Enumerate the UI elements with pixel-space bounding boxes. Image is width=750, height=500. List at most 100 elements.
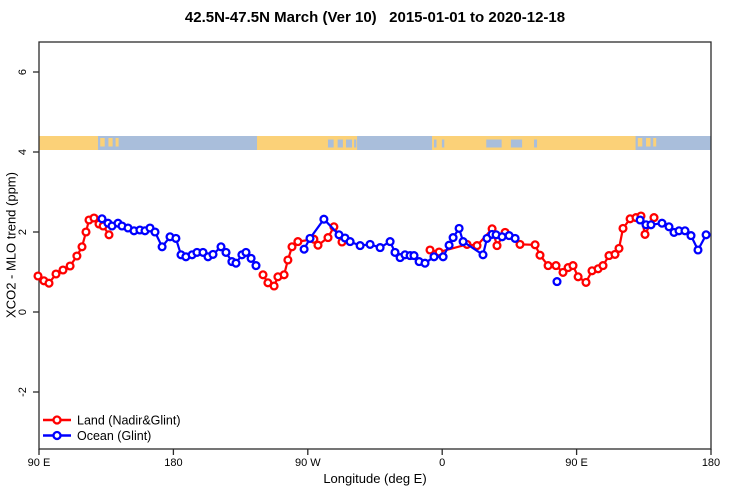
data-point [269, 281, 279, 291]
data-point [345, 237, 355, 247]
data-point [444, 240, 454, 250]
data-point [530, 240, 540, 250]
data-point [454, 223, 464, 233]
data-point [81, 227, 91, 237]
data-point [492, 241, 502, 251]
island-land-patch [100, 138, 105, 147]
data-point [65, 261, 75, 271]
data-series [33, 211, 711, 291]
data-point [558, 267, 568, 277]
y-tick-label: 6 [17, 69, 29, 75]
x-tick-label: 90 W [295, 457, 321, 469]
island-land-patch [646, 138, 651, 147]
latitude-map-strip [39, 136, 711, 150]
data-point [251, 261, 261, 271]
legend-ocean-marker [52, 430, 62, 441]
data-point [283, 255, 293, 265]
data-point [693, 245, 703, 255]
data-point [390, 247, 400, 257]
x-tick-label: 0 [439, 457, 445, 469]
inland-water-patch [486, 139, 502, 148]
y-tick-label: -2 [17, 387, 29, 397]
land-band [432, 136, 636, 150]
axes: 90 E 180 90 W 0 90 E 180 -2 0 2 4 6 [17, 69, 720, 469]
data-point [497, 232, 507, 242]
data-point [305, 233, 315, 243]
data-point [246, 253, 256, 263]
data-point [216, 242, 226, 252]
data-point [657, 218, 667, 228]
data-point [618, 223, 628, 233]
data-point [51, 269, 61, 279]
data-point [551, 261, 561, 271]
data-point [598, 261, 608, 271]
legend-land-label: Land (Nadir&Glint) [77, 414, 181, 428]
data-point [58, 265, 68, 275]
x-tick-label: 180 [702, 457, 720, 469]
island-land-patch [637, 138, 643, 147]
data-point [640, 229, 650, 239]
data-point [664, 222, 674, 232]
data-point [701, 230, 711, 240]
inland-water-patch [510, 139, 523, 148]
data-point [104, 230, 114, 240]
legend: Land (Nadir&Glint) Ocean (Glint) [43, 414, 181, 443]
data-point [355, 241, 365, 251]
data-point [231, 258, 241, 268]
data-point [478, 250, 488, 260]
data-point [646, 220, 656, 230]
data-point [89, 213, 99, 223]
data-point [365, 239, 375, 249]
legend-item-ocean: Ocean (Glint) [43, 429, 151, 443]
land-band [39, 136, 98, 150]
legend-land-marker [52, 415, 62, 425]
inland-water-patch [327, 139, 334, 148]
data-point [313, 240, 323, 250]
inland-water-patch [337, 139, 343, 148]
data-point [241, 247, 251, 257]
data-point [258, 270, 268, 280]
inland-water-patch [441, 139, 445, 148]
data-point [323, 233, 333, 243]
data-point [573, 272, 583, 282]
data-point [686, 231, 696, 241]
data-point [448, 233, 458, 243]
data-point [581, 277, 591, 287]
data-point [425, 245, 435, 255]
inland-water-patch [346, 139, 353, 148]
island-land-patch [115, 138, 119, 147]
data-point [299, 244, 309, 254]
data-point [375, 243, 385, 253]
data-point [649, 213, 659, 223]
data-point [287, 242, 297, 252]
data-point [429, 252, 439, 262]
data-point [33, 271, 43, 281]
data-point [458, 237, 468, 247]
x-tick-label: 180 [164, 457, 182, 469]
data-point [44, 278, 54, 288]
data-point [568, 261, 578, 271]
x-tick-label: 90 E [565, 457, 588, 469]
data-point [97, 214, 107, 224]
y-tick-label: 2 [17, 229, 29, 235]
data-point [614, 243, 624, 253]
data-point [279, 270, 289, 280]
plot-border [38, 41, 712, 450]
data-point [385, 237, 395, 247]
inland-water-patch [534, 139, 538, 148]
data-point [150, 227, 160, 237]
data-point [221, 247, 231, 257]
data-point [680, 226, 690, 236]
data-point [157, 242, 167, 252]
data-point [610, 249, 620, 259]
data-point [319, 214, 329, 224]
data-point [552, 277, 562, 287]
inland-water-patch [354, 139, 357, 148]
data-point [420, 258, 430, 268]
x-tick-label: 90 E [28, 457, 51, 469]
data-point [72, 251, 82, 261]
data-point [515, 239, 525, 249]
island-land-patch [653, 138, 657, 147]
